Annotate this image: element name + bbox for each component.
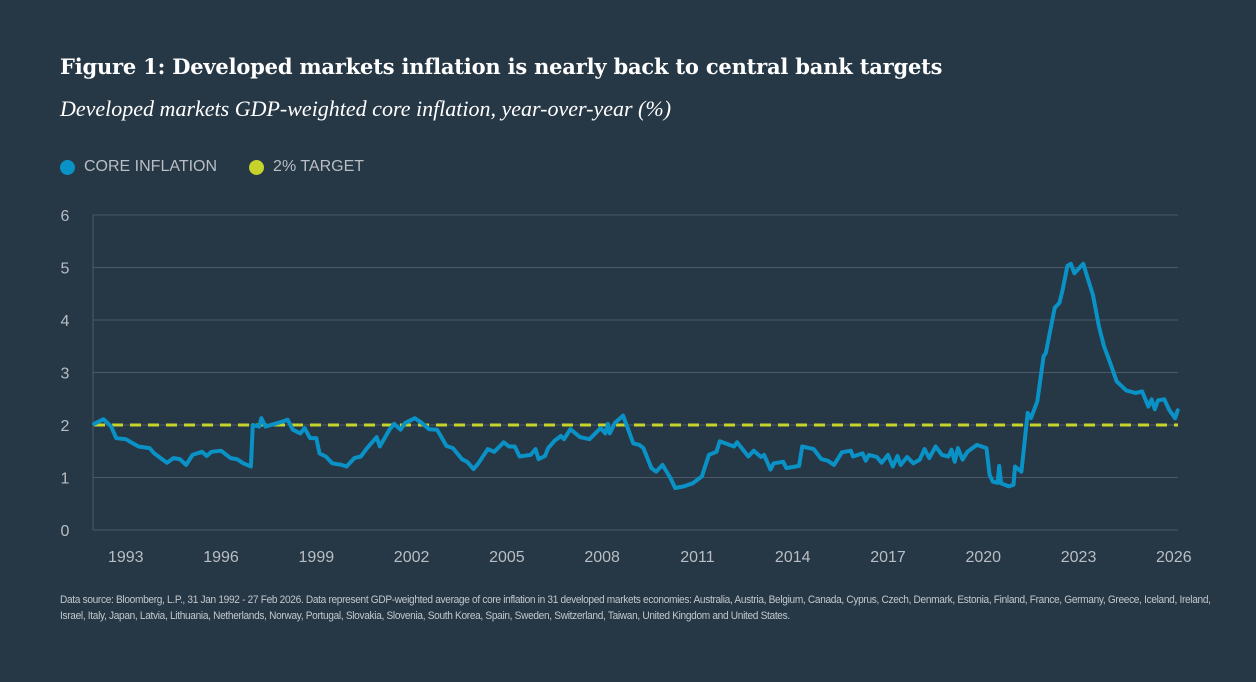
x-tick-label: 2017 [870,549,906,566]
y-tick-label: 5 [61,261,70,278]
legend-label: CORE INFLATION [84,158,218,175]
legend-label: 2% TARGET [273,158,365,175]
y-tick-label: 0 [61,523,70,540]
y-tick-label: 3 [61,366,70,383]
x-tick-label: 1999 [299,549,335,566]
x-tick-label: 2014 [775,549,811,566]
y-tick-label: 6 [61,208,70,225]
x-tick-label: 2026 [1156,549,1192,566]
y-tick-label: 1 [61,471,70,488]
legend-item-core-inflation: CORE INFLATION [60,158,217,176]
chart-subtitle: Developed markets GDP-weighted core infl… [60,96,672,121]
x-tick-label: 2011 [680,549,715,566]
legend-item-target: 2% TARGET [249,158,364,176]
x-tick-label: 2002 [394,549,430,566]
chart-title: Figure 1: Developed markets inflation is… [60,54,943,79]
legend-swatch-target [249,159,265,175]
x-tick-label: 2005 [489,549,525,566]
x-tick-label: 2020 [965,549,1001,566]
y-tick-label: 2 [61,418,70,435]
x-tick-label: 1996 [203,549,239,566]
x-tick-label: 2023 [1061,549,1097,566]
legend: CORE INFLATION 2% TARGET [60,158,364,176]
x-tick-label: 1993 [108,549,144,566]
y-tick-label: 4 [61,313,70,330]
legend-swatch-core-inflation [60,159,75,175]
footnote: Data source: Bloomberg, L.P., 31 Jan 199… [60,594,1211,622]
core-inflation-line [92,261,1180,490]
x-tick-label: 2008 [584,549,620,566]
